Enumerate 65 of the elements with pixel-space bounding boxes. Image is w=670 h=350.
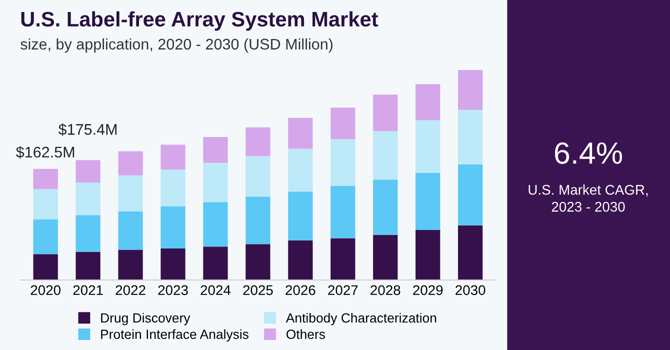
bar: [33, 189, 58, 220]
bar: [373, 234, 398, 280]
bar: [458, 225, 483, 280]
text: U.S. Market CAGR, 2023 - 2030: [528, 184, 648, 212]
bar: [288, 118, 313, 149]
bar: [458, 164, 483, 226]
bar: [288, 148, 313, 192]
bar: [76, 215, 100, 252]
bar: [160, 170, 186, 206]
x-tick-label: 2027: [328, 285, 358, 296]
bar: [373, 180, 398, 235]
bar: [373, 94, 398, 132]
x-tick-label: 2025: [243, 285, 273, 296]
bar: [246, 127, 270, 156]
bar: [118, 151, 143, 176]
bar: [330, 139, 356, 186]
bar: [118, 175, 143, 212]
bar: [33, 219, 58, 254]
bar: [160, 206, 186, 248]
annotation: $175.4M: [58, 123, 117, 136]
bar: [203, 202, 228, 247]
bar: [76, 160, 100, 183]
bar: [33, 168, 58, 190]
text: 6.4%: [554, 142, 622, 164]
x-tick-label: 2021: [73, 285, 103, 296]
bar: [203, 162, 228, 202]
legend-label: Protein Interface Analysis: [101, 329, 248, 342]
bar: [246, 196, 270, 244]
bar: [416, 230, 440, 280]
bar: [160, 144, 186, 170]
bar: [33, 254, 58, 280]
chart-subtitle: size, by application, 2020 - 2030 (USD Million): [20, 38, 332, 53]
x-tick-label: 2024: [200, 285, 231, 296]
bar: [76, 182, 100, 216]
x-tick-label: 2022: [116, 285, 146, 296]
bar: [373, 131, 398, 180]
legend-label: Drug Discovery: [101, 312, 190, 326]
chart-title: U.S. Label-free Array System Market: [21, 11, 378, 31]
x-tick-label: 2020: [30, 285, 60, 296]
bar: [203, 136, 228, 163]
bar: [118, 250, 143, 280]
bar: [160, 248, 186, 280]
bar: [416, 172, 440, 230]
bar: [246, 244, 270, 280]
bar: [288, 240, 313, 280]
x-tick-label: 2026: [286, 285, 316, 296]
bar: [246, 156, 270, 197]
x-tick-label: 2029: [413, 285, 443, 296]
bar: [458, 70, 483, 110]
annotation: $162.5M: [16, 146, 74, 158]
bar: [118, 211, 143, 250]
legend-label: Others: [286, 329, 325, 339]
bar: [330, 238, 356, 280]
bar: [416, 84, 440, 120]
bar: [458, 110, 483, 164]
x-tick-label: 2023: [158, 285, 188, 296]
legend-label: Antibody Characterization: [286, 312, 436, 326]
bar: [203, 246, 228, 280]
x-tick-label: 2028: [370, 285, 400, 296]
bar: [288, 192, 313, 241]
bar: [330, 186, 356, 238]
x-tick-label: 2030: [456, 285, 486, 296]
bar: [76, 252, 100, 280]
bar: [416, 120, 440, 173]
bar: [330, 108, 356, 140]
